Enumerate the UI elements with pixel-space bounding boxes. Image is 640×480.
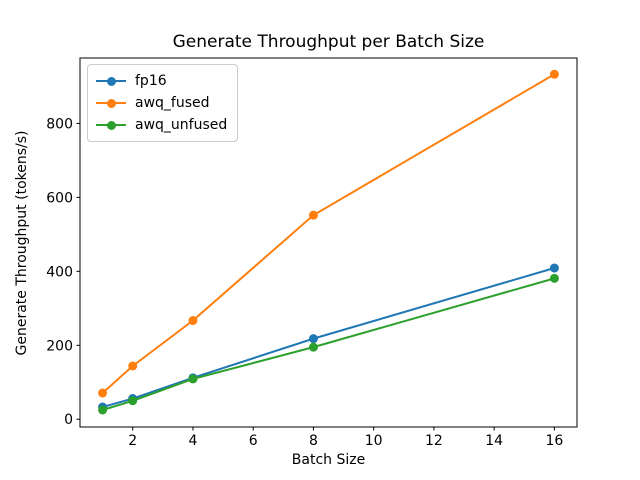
x-axis-label: Batch Size: [291, 452, 366, 468]
data-point-fp16-x16: [549, 263, 559, 273]
x-tick-label: 6: [249, 433, 258, 449]
data-point-awq_unfused-x1: [98, 405, 108, 415]
data-point-awq_unfused-x2: [128, 396, 138, 406]
x-tick-label: 8: [309, 433, 318, 449]
data-point-awq_fused-x16: [549, 69, 559, 79]
legend-label-fp16: fp16: [135, 73, 167, 89]
data-point-awq_unfused-x16: [549, 273, 559, 283]
x-tick-label: 14: [485, 433, 503, 449]
data-point-awq_fused-x4: [188, 316, 198, 326]
x-tick-label: 2: [128, 433, 137, 449]
legend-line-marker-awq-fused: [96, 98, 126, 108]
legend-label-awq-fused: awq_fused: [135, 95, 210, 111]
data-point-awq_fused-x2: [128, 361, 138, 371]
legend-item-awq-unfused: awq_unfused: [96, 114, 227, 136]
y-tick-label: 600: [46, 190, 73, 206]
y-tick-label: 200: [46, 338, 73, 354]
legend-item-awq-fused: awq_fused: [96, 92, 227, 114]
legend-label-awq-unfused: awq_unfused: [135, 117, 228, 133]
plot-border: [79, 57, 578, 428]
chart-title: Generate Throughput per Batch Size: [172, 32, 485, 52]
data-point-awq_unfused-x4: [188, 374, 198, 384]
data-point-fp16-x8: [308, 334, 318, 344]
x-tick-label: 4: [188, 433, 197, 449]
legend-line-marker-awq-unfused: [96, 120, 126, 130]
x-tick-label: 12: [425, 433, 443, 449]
y-tick-label: 0: [64, 412, 73, 428]
legend-line-marker-fp16: [96, 76, 126, 86]
legend: fp16 awq_fused awq_unfused: [87, 64, 239, 142]
x-tick-label: 10: [365, 433, 383, 449]
y-tick-label: 400: [46, 264, 73, 280]
data-point-awq_fused-x8: [308, 210, 318, 220]
data-point-awq_fused-x1: [98, 388, 108, 398]
y-tick-label: 800: [46, 116, 73, 132]
x-tick-label: 16: [545, 433, 563, 449]
legend-item-fp16: fp16: [96, 70, 227, 92]
data-point-awq_unfused-x8: [308, 342, 318, 352]
series-line-awq_unfused: [101, 277, 556, 411]
